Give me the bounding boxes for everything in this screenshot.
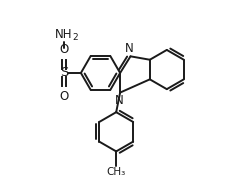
Text: NH: NH bbox=[55, 28, 73, 41]
Text: 2: 2 bbox=[73, 33, 78, 42]
Text: O: O bbox=[60, 43, 69, 56]
Text: O: O bbox=[60, 90, 69, 103]
Text: S: S bbox=[60, 66, 69, 79]
Text: N: N bbox=[115, 94, 123, 107]
Text: CH₃: CH₃ bbox=[107, 167, 126, 177]
Text: N: N bbox=[125, 42, 134, 55]
